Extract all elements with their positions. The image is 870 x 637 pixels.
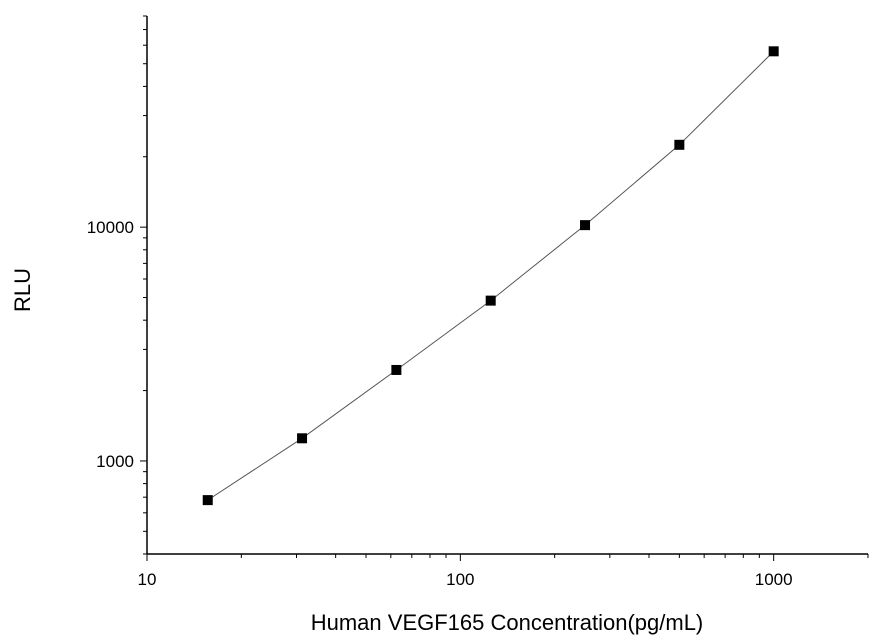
- y-axis-ticks: [140, 15, 147, 555]
- axes: [146, 16, 868, 555]
- data-point: [202, 495, 213, 506]
- x-axis-ticks: [146, 554, 869, 561]
- data-point: [674, 139, 685, 150]
- y-tick-label: 10000: [87, 218, 134, 237]
- y-axis-tick-labels: 1000 10000: [87, 218, 134, 471]
- data-points: [202, 46, 779, 506]
- x-axis-title: Human VEGF165 Concentration(pg/mL): [311, 610, 704, 635]
- data-point: [297, 433, 308, 444]
- series-line: [207, 50, 775, 501]
- y-axis-title: RLU: [10, 268, 35, 312]
- x-tick-label: 100: [446, 570, 474, 589]
- x-axis-tick-labels: 10 100 1000: [138, 570, 793, 589]
- data-point: [580, 220, 591, 231]
- data-point: [391, 364, 402, 375]
- y-tick-label: 1000: [96, 452, 134, 471]
- data-point: [768, 46, 779, 57]
- x-tick-label: 10: [138, 570, 157, 589]
- data-point: [485, 295, 496, 306]
- x-tick-label: 1000: [755, 570, 793, 589]
